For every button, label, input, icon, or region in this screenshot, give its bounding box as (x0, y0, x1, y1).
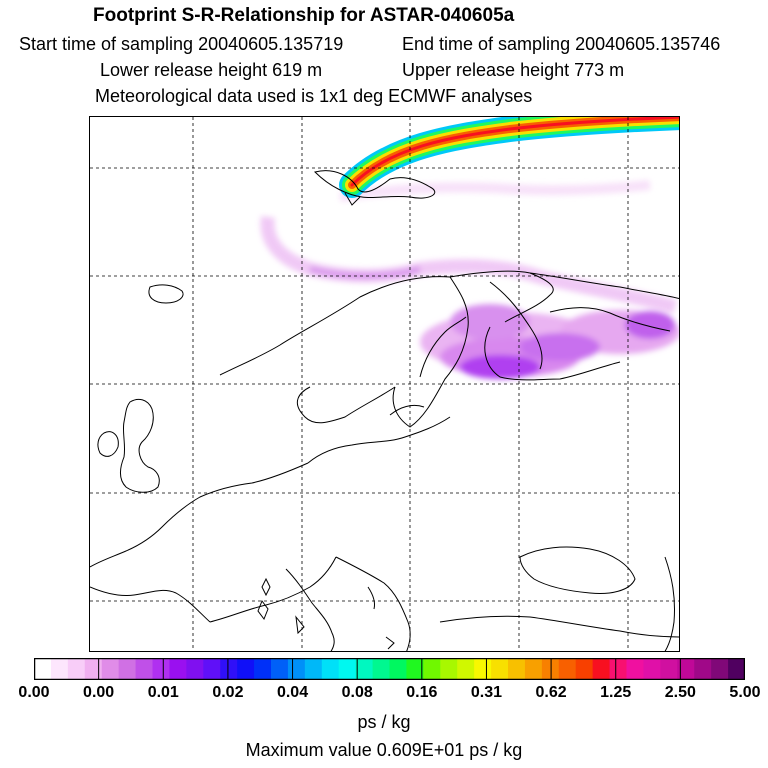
colorbar-swatch (338, 658, 357, 680)
colorbar-swatch (558, 658, 577, 680)
plume-high (339, 117, 679, 198)
colorbar-swatch (355, 658, 374, 680)
colorbar-tick-label: 1.25 (600, 684, 632, 701)
colorbar-swatch (84, 658, 103, 680)
colorbar-tick-label: 0.08 (341, 684, 373, 701)
end-time-label: End time of sampling 20040605.135746 (402, 34, 721, 54)
colorbar-tick-label: 0.01 (147, 684, 179, 701)
colorbar-swatch (372, 658, 390, 680)
colorbar-tick-label: 0.16 (406, 684, 438, 701)
coastlines (90, 170, 679, 651)
colorbar-swatch (271, 658, 289, 680)
colorbar-swatch (643, 658, 661, 680)
colorbar-tick-label: 0.62 (535, 684, 567, 701)
colorbar-tick-label: 0.00 (18, 684, 50, 701)
colorbar-swatch (406, 658, 424, 680)
colorbar-swatch (50, 658, 69, 680)
colorbar-swatch (287, 658, 306, 680)
colorbar-tick-label: 0.31 (470, 684, 503, 701)
colorbar-swatch (694, 658, 712, 680)
colorbar-swatch (491, 658, 509, 680)
colorbar-swatch (508, 658, 526, 680)
maximum-value-label: Maximum value 0.609E+01 ps / kg (245, 740, 523, 760)
colorbar-swatch (592, 658, 611, 680)
colorbar-swatch (118, 658, 137, 680)
plot-title: Footprint S-R-Relationship for ASTAR-040… (93, 5, 515, 26)
colorbar-swatch (34, 658, 52, 680)
colorbar-swatch (389, 658, 407, 680)
colorbar-swatch (67, 658, 86, 680)
footprint-map (89, 116, 680, 652)
map-canvas (90, 117, 679, 651)
colorbar-swatch (626, 658, 644, 680)
colorbar-swatch (254, 658, 272, 680)
colorbar-swatch (169, 658, 187, 680)
colorbar-swatch (457, 658, 475, 680)
colorbar-swatch (186, 658, 204, 680)
lower-release-height-label: Lower release height 619 m (100, 60, 323, 80)
colorbar-swatch (304, 658, 323, 680)
colorbar-swatch (677, 658, 695, 680)
colorbar-swatch (220, 658, 238, 680)
colorbar-swatch (237, 658, 255, 680)
colorbar-tick-label: 0.02 (212, 684, 244, 701)
colorbar-swatch (474, 658, 492, 680)
colorbar-swatch (101, 658, 120, 680)
colorbar-swatch (660, 658, 678, 680)
footprint-arc (260, 180, 677, 314)
colorbar-swatch (541, 658, 560, 680)
colorbar-tick-label: 0.00 (83, 684, 115, 701)
colorbar-tick-label: 0.04 (276, 684, 309, 701)
colorbar-tick-label: 5.00 (729, 684, 761, 701)
graticule (90, 117, 679, 651)
colorbar-swatch (152, 658, 170, 680)
upper-release-height-label: Upper release height 773 m (402, 60, 625, 80)
start-time-label: Start time of sampling 20040605.135719 (19, 34, 344, 54)
colorbar-swatch (321, 658, 340, 680)
colorbar-swatch (575, 658, 594, 680)
colorbar-swatch (440, 658, 458, 680)
meteorological-data-label: Meteorological data used is 1x1 deg ECMW… (95, 86, 533, 106)
colorbar-swatch (203, 658, 221, 680)
colorbar-swatch (711, 658, 729, 680)
colorbar-tick-label: 2.50 (664, 684, 696, 701)
colorbar-swatch (728, 658, 745, 680)
colorbar-swatch (609, 658, 627, 680)
colorbar-swatch (135, 658, 153, 680)
units-label: ps / kg (357, 712, 411, 732)
colorbar-swatch (423, 658, 441, 680)
colorbar-swatch (524, 658, 543, 680)
colorbar-border (34, 658, 745, 680)
colorbar (34, 658, 745, 680)
footprint-scandinavia (420, 304, 679, 379)
